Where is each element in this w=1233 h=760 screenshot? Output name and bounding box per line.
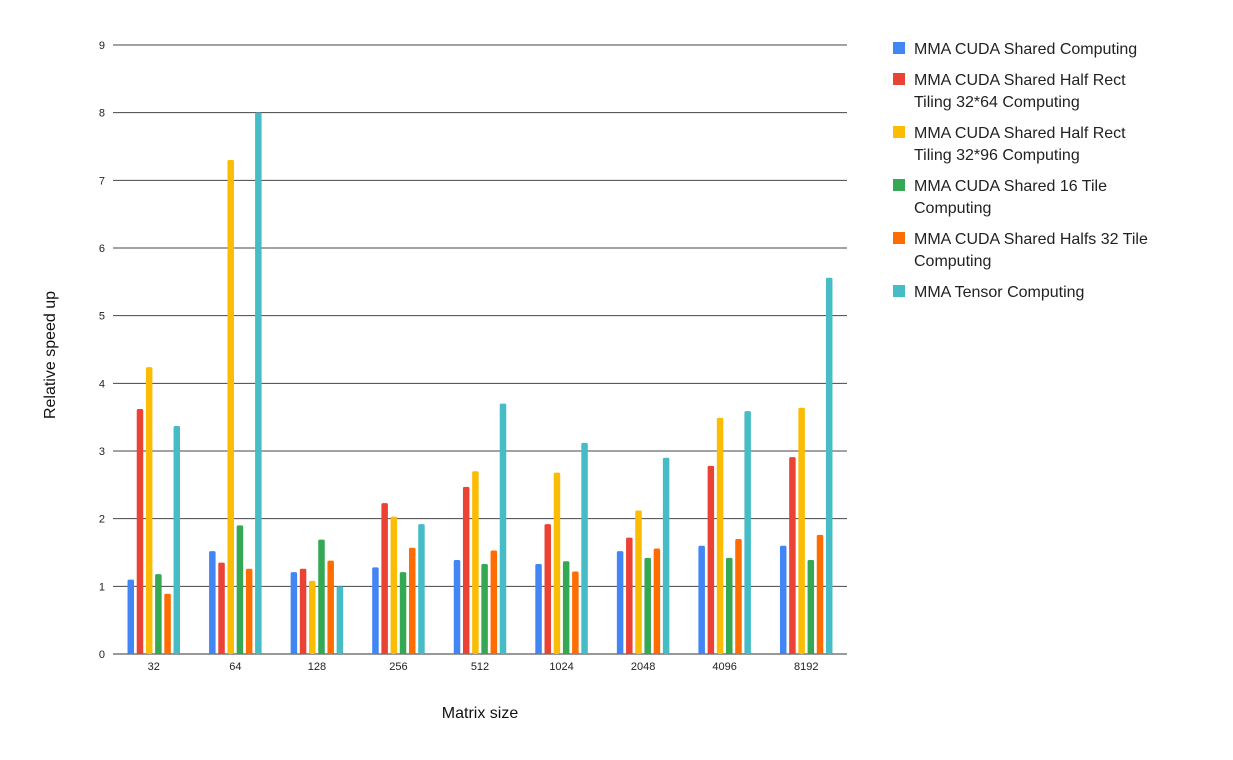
y-axis-title: Relative speed up — [42, 291, 59, 419]
bar-8192-series-2 — [789, 457, 796, 654]
legend-swatch — [893, 232, 905, 244]
bar-256-series-3 — [390, 516, 398, 654]
bar-4096-series-1 — [698, 545, 705, 654]
legend-label: MMA CUDA Shared Half Rect Tiling 32*64 Co… — [914, 72, 1126, 111]
bar-2048-series-4 — [644, 557, 651, 654]
x-tick-label: 128 — [308, 661, 326, 673]
bar-2048-series-5 — [653, 548, 661, 654]
bar-512-series-1 — [453, 559, 461, 654]
bar-256-series-6 — [418, 524, 425, 654]
bar-2048-series-1 — [616, 551, 624, 654]
bar-64-series-2 — [218, 562, 225, 654]
legend-label: MMA CUDA Shared Halfs 32 Tile Computing — [914, 231, 1148, 270]
bar-32-series-3 — [145, 367, 153, 654]
bar-32-series-6 — [173, 425, 181, 654]
gridlines — [113, 44, 847, 655]
y-tick-label: 8 — [99, 108, 105, 120]
y-tick-label: 3 — [99, 446, 105, 458]
x-tick-label: 256 — [389, 661, 407, 673]
bar-64-series-5 — [245, 568, 253, 654]
bar-512-series-5 — [490, 550, 498, 654]
bar-1024-series-2 — [544, 524, 552, 654]
bar-32-series-5 — [164, 593, 171, 654]
y-tick-label: 4 — [99, 378, 105, 390]
x-tick-label: 512 — [471, 661, 489, 673]
y-tick-label: 9 — [99, 40, 105, 52]
legend-label: MMA Tensor Computing — [914, 284, 1084, 301]
y-tick-label: 2 — [99, 514, 105, 526]
legend-swatch — [893, 42, 905, 54]
bar-256-series-1 — [372, 567, 379, 654]
x-tick-label: 4096 — [712, 661, 736, 673]
bar-4096-series-6 — [744, 411, 751, 654]
bar-256-series-2 — [381, 503, 388, 654]
y-tick-label: 5 — [99, 311, 105, 323]
bar-256-series-4 — [399, 572, 407, 654]
y-axis-tick-labels: 0 1 2 3 4 5 6 7 8 9 — [99, 40, 105, 661]
bar-32-series-4 — [155, 574, 162, 654]
legend: MMA CUDA Shared Computing MMA CUDA Shared… — [893, 41, 1148, 301]
bar-2048-series-3 — [635, 510, 642, 654]
legend-swatch — [893, 73, 905, 85]
y-tick-label: 1 — [99, 581, 105, 593]
bar-64-series-1 — [209, 551, 216, 654]
y-tick-label: 6 — [99, 243, 105, 255]
x-axis-title: Matrix size — [442, 705, 519, 722]
y-tick-label: 7 — [99, 175, 105, 187]
bar-1024-series-3 — [553, 472, 561, 654]
x-axis-tick-labels: 32 64 128 256 512 1024 2048 4096 8192 — [148, 661, 819, 673]
legend-swatch — [893, 179, 905, 191]
bar-2048-series-2 — [626, 537, 633, 654]
bar-128-series-6 — [336, 586, 344, 654]
bar-8192-series-6 — [825, 277, 833, 654]
bar-512-series-2 — [462, 486, 470, 654]
x-tick-label: 8192 — [794, 661, 818, 673]
bar-512-series-3 — [472, 471, 479, 654]
legend-label: MMA CUDA Shared Half Rect Tiling 32*96 Co… — [914, 125, 1126, 164]
x-tick-label: 64 — [229, 661, 241, 673]
bar-8192-series-3 — [798, 407, 805, 654]
bar-128-series-5 — [327, 560, 334, 654]
bar-8192-series-5 — [816, 534, 824, 654]
x-tick-label: 32 — [148, 661, 160, 673]
bar-8192-series-4 — [807, 559, 815, 654]
legend-swatch — [893, 126, 905, 138]
bar-4096-series-2 — [707, 465, 715, 654]
bar-1024-series-6 — [581, 442, 588, 654]
legend-label: MMA CUDA Shared 16 Tile Computing — [914, 178, 1107, 217]
bar-32-series-2 — [136, 409, 144, 654]
bar-128-series-1 — [290, 572, 298, 654]
bar-4096-series-4 — [726, 557, 733, 654]
bar-2048-series-6 — [662, 457, 670, 654]
bars — [127, 112, 833, 655]
bar-1024-series-1 — [535, 564, 542, 654]
bar-4096-series-3 — [716, 417, 724, 654]
y-tick-label: 0 — [99, 649, 105, 661]
bar-256-series-5 — [408, 547, 416, 654]
bar-8192-series-1 — [779, 545, 787, 654]
bar-512-series-6 — [499, 403, 507, 654]
x-tick-label: 1024 — [549, 661, 573, 673]
bar-64-series-4 — [236, 525, 244, 654]
bar-128-series-2 — [299, 568, 307, 654]
bar-128-series-3 — [309, 580, 316, 654]
legend-label: MMA CUDA Shared Computing — [914, 41, 1137, 58]
bar-4096-series-5 — [735, 538, 742, 654]
bar-1024-series-4 — [562, 561, 570, 654]
legend-swatch — [893, 285, 905, 297]
x-tick-label: 2048 — [631, 661, 655, 673]
bar-128-series-4 — [318, 539, 325, 654]
bar-64-series-3 — [227, 160, 234, 655]
bar-1024-series-5 — [572, 571, 579, 654]
bar-32-series-1 — [127, 579, 135, 654]
bar-512-series-4 — [481, 564, 488, 654]
bar-64-series-6 — [255, 112, 262, 654]
